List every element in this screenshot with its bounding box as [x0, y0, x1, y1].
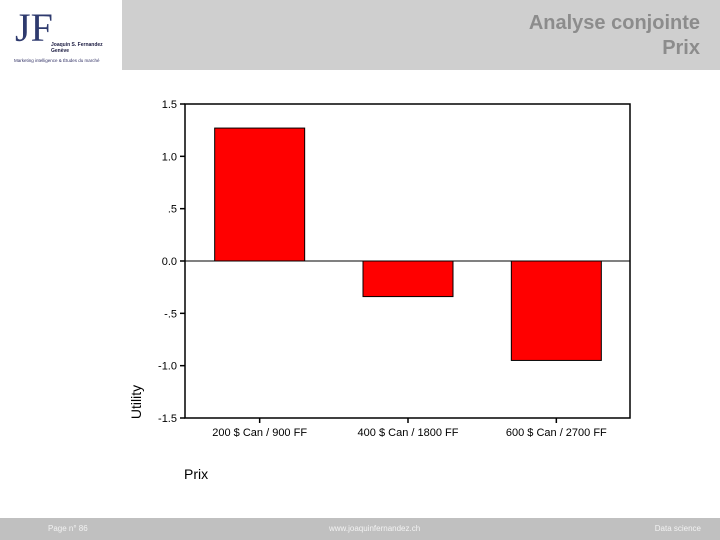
footer-page-number: Page n° 86 — [48, 524, 88, 533]
bar — [510, 260, 602, 361]
slide-header: JF Joaquin S. Fernandez Genève Marketing… — [0, 0, 720, 70]
jf-logo-icon: JF — [15, 5, 53, 45]
y-axis-label: Utility — [128, 385, 144, 419]
bar — [362, 260, 454, 298]
logo-tagline: Marketing intelligence & Études du march… — [14, 58, 100, 63]
title-band: Analyse conjointe Prix — [122, 0, 720, 70]
logo-company-name: Joaquin S. Fernandez Genève — [51, 42, 103, 54]
logo: JF Joaquin S. Fernandez Genève Marketing… — [0, 0, 122, 70]
y-tick-label: .5 — [168, 204, 177, 216]
y-tick-label: 1.5 — [162, 99, 177, 111]
y-tick-label: 0.0 — [162, 256, 177, 268]
x-tick-label: 200 $ Can / 900 FF — [212, 427, 307, 439]
logo-name-line2: Genève — [51, 48, 70, 54]
footer-website-link[interactable]: www.joaquinfernandez.ch — [329, 524, 421, 533]
utility-bar-chart: 1.5 1.0 .5 0.0 -.5 -1.0 -1.5 200 $ Can / 900 FF… — [128, 99, 631, 482]
y-tick-label: -1.5 — [158, 413, 177, 425]
title-line-2: Prix — [662, 37, 700, 59]
logo-name-line1: Joaquin S. Fernandez — [51, 42, 103, 48]
y-tick-label: 1.0 — [162, 151, 177, 163]
footer-section: Data science — [654, 524, 701, 533]
page-title: Analyse conjointe Prix — [529, 11, 700, 61]
slide-footer: Page n° 86 www.joaquinfernandez.ch Data … — [0, 518, 720, 540]
x-tick-label: 600 $ Can / 2700 FF — [506, 427, 607, 439]
y-tick-label: -.5 — [164, 308, 177, 320]
bar — [214, 127, 306, 262]
title-line-1: Analyse conjointe — [528, 12, 700, 34]
x-tick-label: 400 $ Can / 1800 FF — [358, 427, 459, 439]
y-tick-label: -1.0 — [158, 361, 177, 373]
x-axis-label: Prix — [184, 466, 208, 482]
logo-letters: JF — [15, 5, 53, 45]
